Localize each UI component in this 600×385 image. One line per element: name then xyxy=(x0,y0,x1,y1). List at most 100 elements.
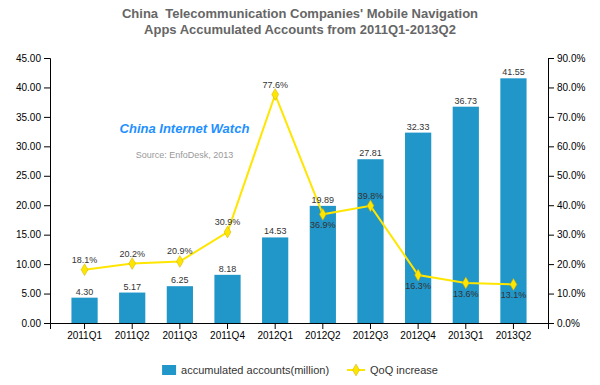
bar xyxy=(357,159,383,323)
marker xyxy=(224,226,231,238)
y-axis-tick: 15.00 xyxy=(16,229,50,240)
x-tick-label: 2011Q4 xyxy=(210,330,245,341)
y-axis-tick-label: 30.00 xyxy=(16,141,41,152)
bar-label: 36.73 xyxy=(455,96,478,106)
marker xyxy=(272,89,279,101)
y-axis-tick-label: 10.00 xyxy=(16,259,41,270)
x-tick: 2013Q2 xyxy=(496,323,532,341)
line-label: 20.9% xyxy=(167,246,193,256)
marker xyxy=(319,208,326,220)
legend-label: QoQ increase xyxy=(370,364,438,376)
y2-axis-tick: 50.0% xyxy=(548,170,585,181)
line-label: 18.1% xyxy=(72,255,98,265)
bar-label: 5.17 xyxy=(123,282,141,292)
bar-label: 14.53 xyxy=(264,226,287,236)
line-label: 39.8% xyxy=(358,191,384,201)
y-axis-tick: 45.00 xyxy=(16,53,50,64)
title: China Telecommunication Companies' Mobil… xyxy=(122,6,478,37)
y-axis-tick: 10.00 xyxy=(16,259,50,270)
line-label: 13.6% xyxy=(453,289,479,299)
y2-axis-tick: 70.0% xyxy=(548,112,585,123)
line xyxy=(85,95,514,285)
x-tick-label: 2012Q1 xyxy=(257,330,293,341)
x-tick-label: 2012Q2 xyxy=(305,330,341,341)
legend-swatch xyxy=(162,365,176,375)
y2-axis-tick-mark xyxy=(548,294,554,295)
y-axis-tick-label: 0.00 xyxy=(22,318,42,329)
y-axis-line xyxy=(44,59,51,324)
annotation: China Internet Watch xyxy=(120,121,250,136)
y2-axis-tick-label: 70.0% xyxy=(557,112,585,123)
y-axis-tick-label: 15.00 xyxy=(16,229,41,240)
x-tick-label: 2011Q2 xyxy=(115,330,150,341)
legend: accumulated accounts(million) QoQ increas… xyxy=(162,364,438,376)
x-tick: 2012Q3 xyxy=(353,323,389,341)
y2-axis-tick-label: 0.0% xyxy=(557,318,580,329)
marker xyxy=(415,269,422,281)
y2-axis-tick-label: 30.0% xyxy=(557,229,585,240)
x-tick-label: 2011Q1 xyxy=(67,330,102,341)
y-axis-tick: 40.00 xyxy=(16,82,50,93)
y2-axis-tick: 20.0% xyxy=(548,259,585,270)
x-tick-mark xyxy=(132,323,133,329)
y2-axis-tick-label: 60.0% xyxy=(557,141,585,152)
legend-marker xyxy=(353,364,360,376)
y-axis-tick-mark xyxy=(44,294,50,295)
x-tick-label: 2011Q3 xyxy=(162,330,197,341)
x-tick-mark xyxy=(322,323,323,329)
x-tick-mark xyxy=(370,323,371,329)
y-axis-tick-mark xyxy=(44,176,50,177)
y2-axis-tick-label: 50.0% xyxy=(557,170,585,181)
y-axis: 0.005.0010.0015.0020.0025.0030.0035.0040… xyxy=(16,53,51,329)
y2-axis-tick-mark xyxy=(548,323,554,324)
legend-item: accumulated accounts(million) xyxy=(162,364,329,376)
y-axis-tick-mark xyxy=(44,323,50,324)
marker xyxy=(176,256,183,268)
marker xyxy=(81,264,88,276)
chart: China Telecommunication Companies' Mobil… xyxy=(0,0,600,385)
legend-label: accumulated accounts(million) xyxy=(181,364,329,376)
y-axis-tick-label: 40.00 xyxy=(16,82,41,93)
y2-axis-tick-label: 80.0% xyxy=(557,82,585,93)
x-axis: 2011Q1 2011Q2 2011Q3 2011Q4 2012Q1 2012Q2 2012… xyxy=(51,323,549,341)
y2-axis-tick-mark xyxy=(548,176,554,177)
title-line: Apps Accumulated Accounts from 2011Q1-20… xyxy=(144,22,456,37)
y2-axis-tick: 60.0% xyxy=(548,141,585,152)
x-tick-mark xyxy=(227,323,228,329)
y2-axis-tick-mark xyxy=(548,235,554,236)
y-axis-tick-mark xyxy=(44,87,50,88)
y2-axis-tick-mark xyxy=(548,117,554,118)
y-axis-tick-mark xyxy=(44,235,50,236)
line-label: 30.9% xyxy=(215,217,241,227)
x-tick-mark xyxy=(275,323,276,329)
marker xyxy=(129,258,136,270)
y-axis-tick-label: 20.00 xyxy=(16,200,41,211)
y2-axis-tick-label: 90.0% xyxy=(557,53,585,64)
bar-label: 41.55 xyxy=(502,67,525,77)
x-tick-mark xyxy=(418,323,419,329)
y-axis-tick: 5.00 xyxy=(22,288,50,299)
y-axis-tick-label: 45.00 xyxy=(16,53,41,64)
y2-axis-tick: 90.0% xyxy=(548,53,585,64)
bar-label: 6.25 xyxy=(171,275,189,285)
y2-axis-tick: 80.0% xyxy=(548,82,585,93)
legend-item: QoQ increase xyxy=(347,364,438,376)
y2-axis-tick-mark xyxy=(548,264,554,265)
y2-axis-tick-mark xyxy=(548,205,554,206)
y2-axis-tick: 30.0% xyxy=(548,229,585,240)
y-axis-tick: 35.00 xyxy=(16,112,50,123)
line-label: 36.9% xyxy=(310,220,336,230)
y-axis-tick: 0.00 xyxy=(22,318,50,329)
bar xyxy=(500,78,526,323)
y2-axis-tick-mark xyxy=(548,58,554,59)
marker xyxy=(510,279,517,291)
line-label: 16.3% xyxy=(405,281,431,291)
y-axis-tick-mark xyxy=(44,205,50,206)
x-tick: 2011Q3 xyxy=(162,323,197,341)
y2-axis-tick: 10.0% xyxy=(548,288,585,299)
y2-axis: 0.0% 10.0% 20.0% 30.0% 40.0% 50.0% 60.0% 70.0% 8… xyxy=(548,53,585,329)
x-tick: 2012Q4 xyxy=(400,323,436,341)
y2-axis-tick: 40.0% xyxy=(548,200,585,211)
x-tick: 2013Q1 xyxy=(448,323,484,341)
bar-label: 32.33 xyxy=(407,122,430,132)
